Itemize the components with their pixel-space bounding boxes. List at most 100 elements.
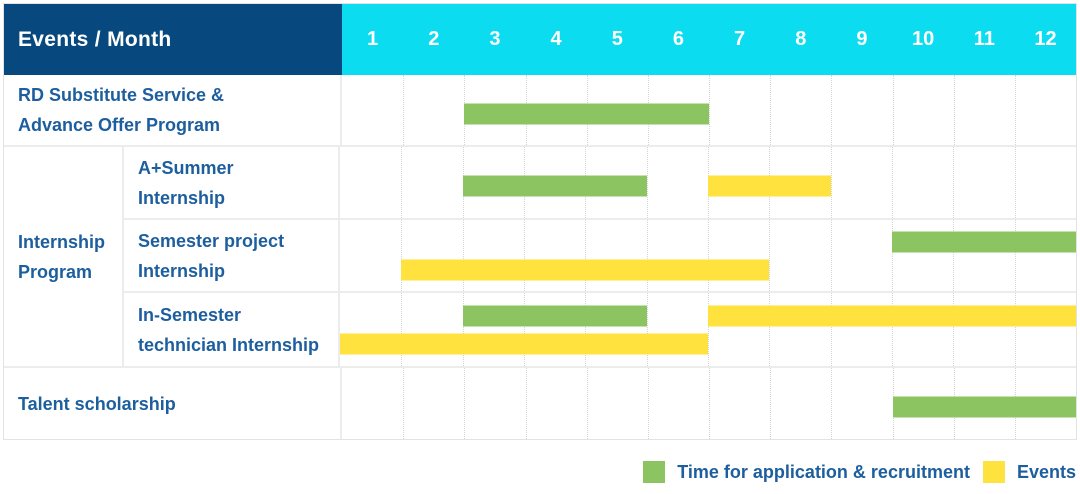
month-gridline <box>830 293 893 366</box>
row-label-line: A+Summer <box>138 157 234 178</box>
row-label-line: Internship <box>138 260 226 281</box>
legend-item-application-recruitment: Time for application & recruitment <box>643 461 970 483</box>
month-gridline <box>769 293 831 366</box>
row-label-line: Semester project <box>138 230 285 251</box>
header-row: Events / Month 1 2 3 4 5 6 7 8 9 10 11 1… <box>4 4 1076 75</box>
month-gridline <box>647 368 710 439</box>
gantt-bar-green <box>892 396 1076 418</box>
month-gridline <box>401 293 463 366</box>
gantt-bar-green <box>462 175 647 197</box>
month-gridline <box>524 220 586 291</box>
month-gridline <box>401 147 463 218</box>
month-label-7: 7 <box>734 28 746 50</box>
row-label-semester-project: Semester project Internship <box>124 220 338 291</box>
row-a-summer-internship: A+Summer Internship <box>124 147 1076 218</box>
month-label-1: 1 <box>367 28 379 50</box>
month-gridline <box>646 293 709 366</box>
month-header: 1 2 3 4 5 6 7 8 9 10 11 12 <box>342 4 1076 75</box>
month-label-3: 3 <box>489 28 501 50</box>
month-gridline <box>708 220 770 291</box>
month-label-8: 8 <box>795 28 807 50</box>
internship-program-group: Internship Program A+Summer Internship S… <box>4 145 1076 366</box>
gantt-bar-green <box>462 305 647 327</box>
month-gridline <box>525 368 588 439</box>
gantt-bar-green <box>464 103 709 124</box>
month-gridline <box>770 75 832 145</box>
month-gridline <box>646 147 709 218</box>
month-gridline <box>1014 147 1076 218</box>
month-gridline <box>892 75 955 145</box>
month-label-9: 9 <box>856 28 868 50</box>
group-label-line: Program <box>18 261 93 282</box>
events-month-header-cell: Events / Month <box>4 4 342 75</box>
month-gridline <box>953 75 1016 145</box>
legend-swatch-yellow <box>982 461 1005 483</box>
timeline-talent-scholarship <box>340 368 1076 439</box>
month-label-2: 2 <box>428 28 440 50</box>
month-gridline <box>1014 75 1076 145</box>
gantt-bar-yellow <box>401 259 770 281</box>
timeline-rd-substitute <box>340 75 1076 145</box>
month-gridline <box>709 368 771 439</box>
row-label-line: RD Substitute Service & <box>18 85 225 105</box>
row-label-line: In-Semester <box>138 304 242 325</box>
month-label-12: 12 <box>1034 28 1057 50</box>
row-label-rd-substitute: RD Substitute Service & Advance Offer Pr… <box>4 75 340 145</box>
row-label-line: Talent scholarship <box>18 393 176 414</box>
month-gridline <box>585 293 647 366</box>
internship-subrows: A+Summer Internship Semester project Int… <box>124 147 1076 366</box>
gantt-bar-green <box>892 231 1076 253</box>
gantt-bar-yellow <box>708 175 831 197</box>
gantt-table: Events / Month 1 2 3 4 5 6 7 8 9 10 11 1… <box>3 3 1077 440</box>
events-month-title: Events / Month <box>18 27 172 51</box>
row-semester-project-internship: Semester project Internship <box>124 218 1076 291</box>
month-label-10: 10 <box>912 28 935 50</box>
month-gridline <box>708 293 770 366</box>
month-label-4: 4 <box>550 28 562 50</box>
month-gridline <box>953 293 1015 366</box>
month-gridline <box>892 293 954 366</box>
row-talent-scholarship: Talent scholarship <box>4 366 1076 439</box>
month-gridline <box>646 220 709 291</box>
row-label-line: Internship <box>138 187 226 208</box>
row-in-semester-technician-internship: In-Semester technician Internship <box>124 291 1076 366</box>
month-gridline <box>892 147 954 218</box>
month-gridline <box>770 368 832 439</box>
timeline-a-summer <box>338 147 1076 218</box>
month-gridline <box>586 368 649 439</box>
month-gridline <box>830 147 893 218</box>
gantt-bar-yellow <box>340 333 708 355</box>
month-gridline <box>462 220 525 291</box>
group-label-internship-program: Internship Program <box>4 147 124 366</box>
legend-label: Events <box>1016 461 1076 482</box>
month-gridline <box>769 220 831 291</box>
legend-item-events: Events <box>982 461 1076 483</box>
month-gridline <box>403 368 465 439</box>
row-label-a-summer: A+Summer Internship <box>124 147 338 218</box>
month-label-11: 11 <box>973 28 995 50</box>
month-gridline <box>403 75 465 145</box>
gantt-bar-yellow <box>708 305 1076 327</box>
row-label-line: technician Internship <box>138 334 320 355</box>
group-label-line: Internship <box>18 231 106 252</box>
month-gridline <box>1014 293 1076 366</box>
month-gridline <box>462 293 525 366</box>
month-gridline <box>830 220 893 291</box>
month-gridline <box>401 220 463 291</box>
timeline-in-semester <box>338 293 1076 366</box>
month-gridline <box>709 75 771 145</box>
month-gridline <box>953 147 1015 218</box>
month-gridline <box>464 368 526 439</box>
month-label-6: 6 <box>672 28 684 50</box>
month-gridline <box>585 220 647 291</box>
month-gridline <box>524 293 586 366</box>
month-label-5: 5 <box>611 28 623 50</box>
row-label-line: Advance Offer Program <box>18 115 221 135</box>
legend: Time for application & recruitment Event… <box>643 461 1076 483</box>
row-label-in-semester: In-Semester technician Internship <box>124 293 338 366</box>
row-rd-substitute-service: RD Substitute Service & Advance Offer Pr… <box>4 75 1076 145</box>
month-gridline <box>831 368 893 439</box>
timeline-semester-project <box>338 220 1076 291</box>
month-gridline <box>831 75 893 145</box>
